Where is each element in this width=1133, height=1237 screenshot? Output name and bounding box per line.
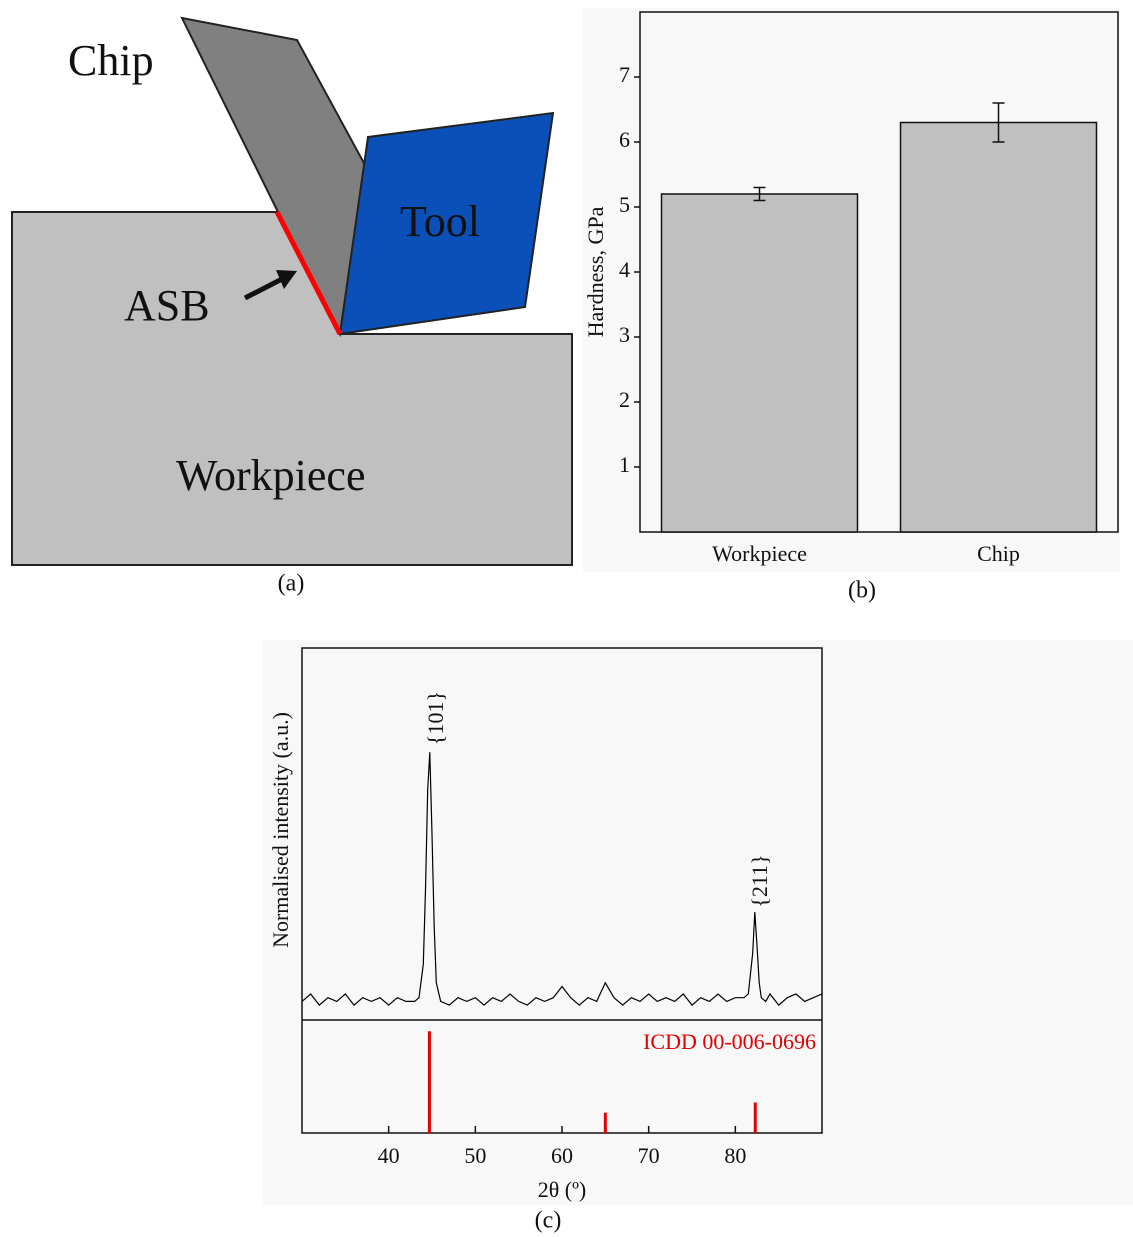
x-tick-label: Workpiece <box>712 541 807 566</box>
peak-label: {101} <box>423 691 448 745</box>
asb-label: ASB <box>124 281 210 330</box>
x-tick-label: 80 <box>724 1143 746 1168</box>
bar <box>662 194 858 532</box>
x-tick-label: 70 <box>638 1143 660 1168</box>
caption: (b) <box>848 578 876 604</box>
caption: (c) <box>535 1208 562 1234</box>
tool-label: Tool <box>400 197 480 246</box>
x-tick-label: 50 <box>464 1143 486 1168</box>
y-tick-label: 3 <box>619 322 630 347</box>
x-axis-label: 2θ (º) <box>538 1177 587 1202</box>
y-axis-label: Hardness, GPa <box>583 206 608 337</box>
y-tick-label: 4 <box>619 257 630 282</box>
x-tick-label: 40 <box>378 1143 400 1168</box>
chip-label: Chip <box>68 36 154 85</box>
x-tick-label: Chip <box>977 541 1020 566</box>
y-tick-label: 7 <box>619 62 630 87</box>
diagram: Chip Tool ASB Workpiece (a) <box>12 18 572 597</box>
y-tick-label: 5 <box>619 192 630 217</box>
panel-background <box>263 640 1133 1206</box>
bar <box>901 123 1097 533</box>
figure: Chip Tool ASB Workpiece (a) 1 2 3 4 5 6 7 Hardn… <box>0 0 1133 1237</box>
y-tick-label: 2 <box>619 387 630 412</box>
caption: (a) <box>278 571 305 597</box>
y-axis-label: Normalised intensity (a.u.) <box>268 712 293 948</box>
reference-label: ICDD 00-006-0696 <box>643 1029 816 1054</box>
peak-label: {211} <box>747 854 772 907</box>
workpiece-label: Workpiece <box>176 451 365 500</box>
x-tick-label: 60 <box>551 1143 573 1168</box>
y-tick-label: 1 <box>619 452 630 477</box>
y-tick-label: 6 <box>619 127 630 152</box>
